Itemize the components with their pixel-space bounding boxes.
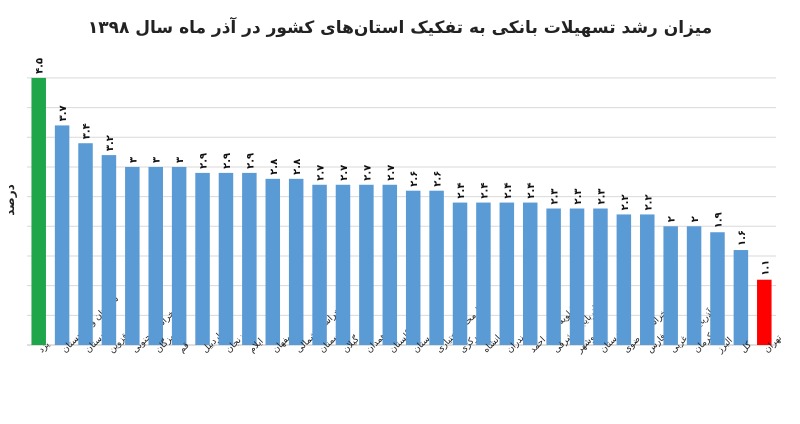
value-label: ۲.۹ <box>222 153 233 169</box>
bar <box>31 77 46 346</box>
bar <box>522 202 538 345</box>
bar <box>288 178 304 345</box>
bar <box>54 125 70 345</box>
bar <box>710 232 725 345</box>
bar <box>593 208 608 345</box>
bar <box>265 178 281 345</box>
y-axis-label: درصد <box>3 184 17 216</box>
value-label: ۲.۹ <box>245 153 256 169</box>
bar <box>405 190 421 345</box>
value-label: ۲ <box>667 216 678 222</box>
value-label: ۳ <box>128 157 139 163</box>
bar <box>640 214 655 345</box>
value-label: ۴.۵ <box>35 58 46 74</box>
bar <box>616 214 632 345</box>
bar <box>452 202 468 345</box>
bar <box>569 208 585 345</box>
bar <box>125 166 140 345</box>
bar <box>78 143 93 345</box>
bar <box>218 172 234 345</box>
bar <box>382 184 398 345</box>
bar <box>733 250 749 345</box>
value-label: ۳.۴ <box>82 123 93 139</box>
value-label: ۲.۴ <box>456 183 467 199</box>
bar <box>101 155 117 345</box>
value-label: ۲.۶ <box>433 171 444 187</box>
value-label: ۲.۷ <box>362 165 373 181</box>
value-label: ۲.۸ <box>292 159 303 175</box>
value-label: ۱.۶ <box>737 230 748 246</box>
value-label: ۲.۴ <box>503 183 514 199</box>
bar <box>242 172 257 345</box>
bar <box>148 166 163 345</box>
value-label: ۲.۸ <box>269 159 280 175</box>
value-label: ۲.۷ <box>386 165 397 181</box>
bar <box>546 208 561 345</box>
bar <box>335 184 351 345</box>
value-label: ۳.۷ <box>58 105 69 121</box>
value-label: ۲.۳ <box>573 188 584 204</box>
bar <box>499 202 515 345</box>
value-label: ۳ <box>175 157 186 163</box>
value-label: ۲.۴ <box>526 183 537 199</box>
value-label: ۲.۹ <box>199 153 210 169</box>
bar <box>686 226 702 345</box>
bar <box>663 226 678 345</box>
value-label: ۱.۱ <box>760 260 771 276</box>
value-label: ۲ <box>690 216 701 222</box>
value-label: ۳ <box>152 157 163 163</box>
value-label: ۲.۲ <box>620 194 631 210</box>
value-label: ۳.۲ <box>105 135 116 151</box>
value-label: ۲.۶ <box>409 171 420 187</box>
bar <box>757 279 772 345</box>
value-label: ۲.۷ <box>339 165 350 181</box>
value-label: ۲.۴ <box>479 183 490 199</box>
value-label: ۲.۷ <box>316 165 327 181</box>
bar <box>195 172 210 345</box>
value-label: ۱.۹ <box>713 212 724 228</box>
value-label: ۲.۳ <box>596 188 607 204</box>
value-label: ۲.۲ <box>643 194 654 210</box>
bar <box>171 166 187 345</box>
bar <box>312 184 327 345</box>
bar <box>476 202 491 345</box>
value-label: ۲.۳ <box>550 188 561 204</box>
bar <box>429 190 444 345</box>
bar <box>359 184 374 345</box>
chart-title: میزان رشد تسهیلات بانکی به تفکیک استان‌ه… <box>87 18 713 38</box>
